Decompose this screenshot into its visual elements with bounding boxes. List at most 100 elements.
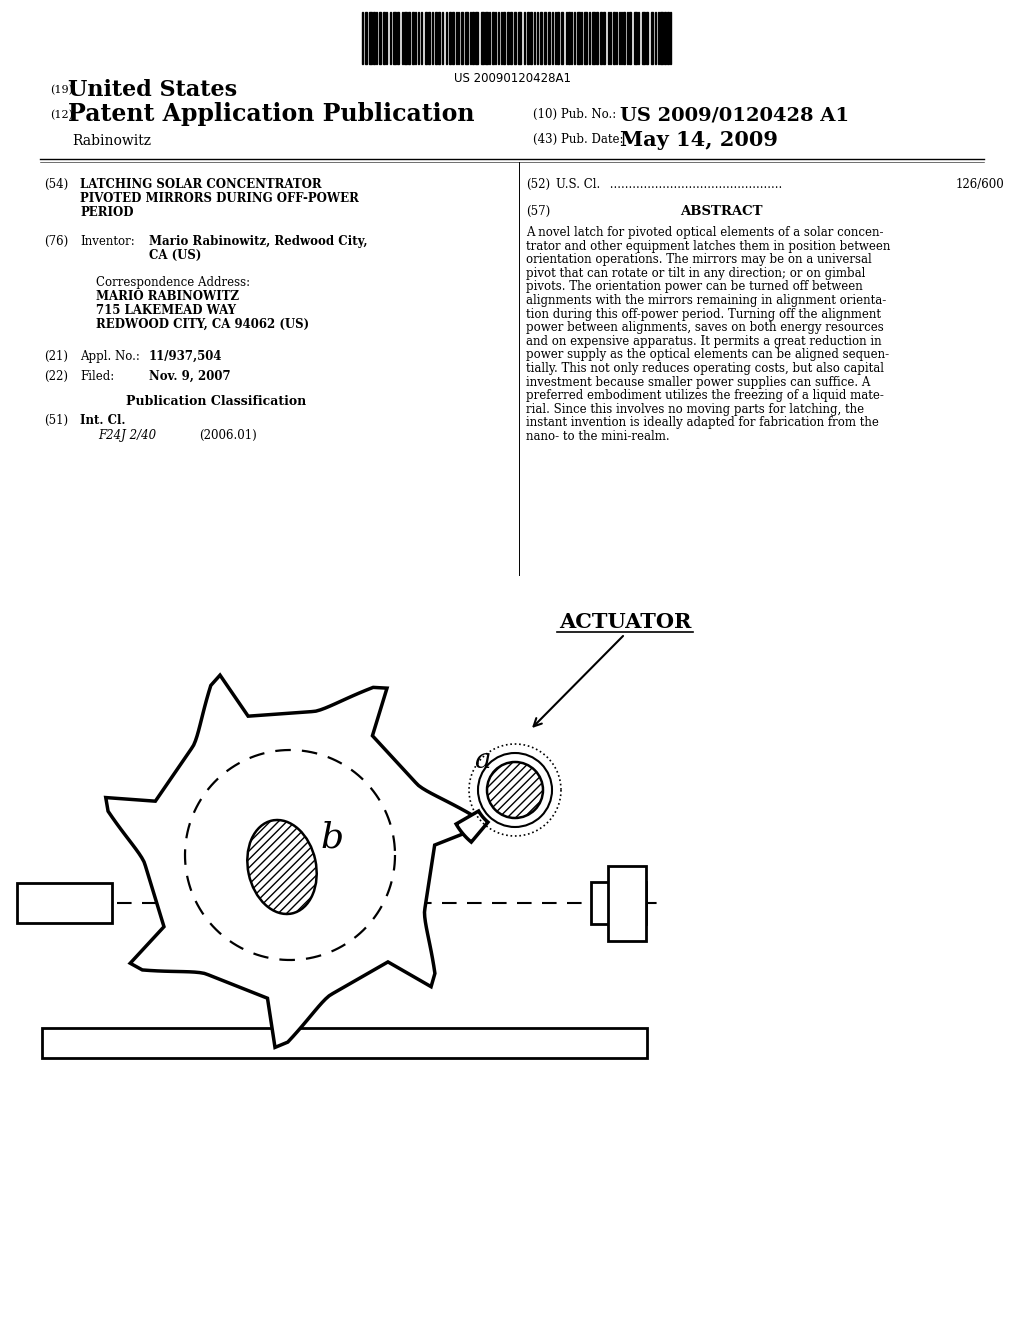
Text: US 20090120428A1: US 20090120428A1 <box>454 73 570 84</box>
Bar <box>584 12 587 63</box>
Bar <box>507 12 509 63</box>
Bar <box>42 1028 647 1059</box>
Bar <box>568 12 570 63</box>
Bar <box>660 12 663 63</box>
Text: PERIOD: PERIOD <box>80 206 133 219</box>
Bar <box>540 12 542 63</box>
Bar <box>518 12 520 63</box>
Text: pivot that can rotate or tilt in any direction; or on gimbal: pivot that can rotate or tilt in any dir… <box>526 267 865 280</box>
Text: (54): (54) <box>44 178 69 191</box>
Bar <box>544 12 546 63</box>
Bar <box>527 12 528 63</box>
Bar <box>667 12 669 63</box>
Text: power between alignments, saves on both energy resources: power between alignments, saves on both … <box>526 321 884 334</box>
Bar <box>488 12 490 63</box>
Text: U.S. Cl.: U.S. Cl. <box>556 178 600 191</box>
Text: A novel latch for pivoted optical elements of a solar concen-: A novel latch for pivoted optical elemen… <box>526 226 884 239</box>
Text: May 14, 2009: May 14, 2009 <box>620 129 778 150</box>
Bar <box>365 12 367 63</box>
Bar <box>408 12 410 63</box>
Bar <box>646 12 648 63</box>
Text: MARIO RABINOWITZ: MARIO RABINOWITZ <box>96 290 239 304</box>
Bar <box>608 866 646 941</box>
Bar <box>431 12 433 63</box>
Bar <box>385 12 387 63</box>
Bar <box>577 12 580 63</box>
Bar <box>425 12 427 63</box>
Bar <box>449 12 451 63</box>
Bar <box>452 12 454 63</box>
Polygon shape <box>105 675 481 1047</box>
Text: instant invention is ideally adapted for fabrication from the: instant invention is ideally adapted for… <box>526 416 879 429</box>
Bar <box>465 12 468 63</box>
Text: preferred embodiment utilizes the freezing of a liquid mate-: preferred embodiment utilizes the freezi… <box>526 389 884 403</box>
Polygon shape <box>456 810 488 842</box>
Text: power supply as the optical elements can be aligned sequen-: power supply as the optical elements can… <box>526 348 889 362</box>
Text: 715 LAKEMEAD WAY: 715 LAKEMEAD WAY <box>96 304 236 317</box>
Bar <box>485 12 487 63</box>
Text: (22): (22) <box>44 370 68 383</box>
Bar <box>510 12 512 63</box>
Bar <box>461 12 463 63</box>
Bar <box>392 12 395 63</box>
Bar <box>581 12 582 63</box>
Bar <box>513 12 516 63</box>
Bar <box>557 12 558 63</box>
Text: 126/600: 126/600 <box>956 178 1005 191</box>
Bar <box>641 12 644 63</box>
Bar <box>596 12 597 63</box>
Bar <box>664 12 666 63</box>
Bar <box>555 12 556 63</box>
Text: (21): (21) <box>44 350 68 363</box>
Text: Mario Rabinowitz, Redwood City,: Mario Rabinowitz, Redwood City, <box>150 235 368 248</box>
Text: (76): (76) <box>44 235 69 248</box>
Text: pivots. The orientation power can be turned off between: pivots. The orientation power can be tur… <box>526 280 863 293</box>
Text: ACTUATOR: ACTUATOR <box>559 612 691 632</box>
Text: (12): (12) <box>50 110 73 120</box>
Bar <box>17 883 112 923</box>
Text: Rabinowitz: Rabinowitz <box>72 135 151 148</box>
Text: investment because smaller power supplies can suffice. A: investment because smaller power supplie… <box>526 376 870 388</box>
Text: (10) Pub. No.:: (10) Pub. No.: <box>534 108 616 121</box>
Text: tially. This not only reduces operating costs, but also capital: tially. This not only reduces operating … <box>526 362 884 375</box>
Text: Nov. 9, 2007: Nov. 9, 2007 <box>150 370 230 383</box>
Bar <box>492 12 494 63</box>
Bar <box>650 12 652 63</box>
Bar <box>369 12 372 63</box>
Text: rial. Since this involves no moving parts for latching, the: rial. Since this involves no moving part… <box>526 403 864 416</box>
Text: PIVOTED MIRRORS DURING OFF-POWER: PIVOTED MIRRORS DURING OFF-POWER <box>80 191 358 205</box>
Bar <box>607 12 609 63</box>
Bar <box>629 12 631 63</box>
Bar <box>503 12 505 63</box>
Bar <box>396 12 398 63</box>
Text: Publication Classification: Publication Classification <box>126 395 306 408</box>
Text: ABSTRACT: ABSTRACT <box>680 205 762 218</box>
Bar <box>383 12 384 63</box>
Text: LATCHING SOLAR CONCENTRATOR: LATCHING SOLAR CONCENTRATOR <box>80 178 322 191</box>
Bar <box>530 12 532 63</box>
Text: Patent Application Publication: Patent Application Publication <box>68 102 474 125</box>
Text: CA (US): CA (US) <box>150 249 202 261</box>
Text: alignments with the mirrors remaining in alignment orienta-: alignments with the mirrors remaining in… <box>526 294 886 308</box>
Bar <box>498 12 499 63</box>
Text: F24J 2/40: F24J 2/40 <box>98 429 156 442</box>
Bar <box>612 12 615 63</box>
Bar <box>376 12 377 63</box>
Text: Filed:: Filed: <box>80 370 115 383</box>
Bar <box>481 12 483 63</box>
Text: (19): (19) <box>50 84 73 95</box>
Bar <box>421 12 422 63</box>
Bar <box>560 12 563 63</box>
Bar <box>438 12 439 63</box>
Bar <box>591 882 646 924</box>
Bar <box>657 12 659 63</box>
Text: ..............................................: ........................................… <box>606 178 786 191</box>
Circle shape <box>487 762 543 818</box>
Bar <box>441 12 443 63</box>
Text: and on expensive apparatus. It permits a great reduction in: and on expensive apparatus. It permits a… <box>526 335 882 347</box>
Bar <box>379 12 381 63</box>
Text: trator and other equipment latches them in position between: trator and other equipment latches them … <box>526 240 891 252</box>
Bar <box>373 12 375 63</box>
Text: Appl. No.:: Appl. No.: <box>80 350 140 363</box>
Text: Int. Cl.: Int. Cl. <box>80 414 126 426</box>
